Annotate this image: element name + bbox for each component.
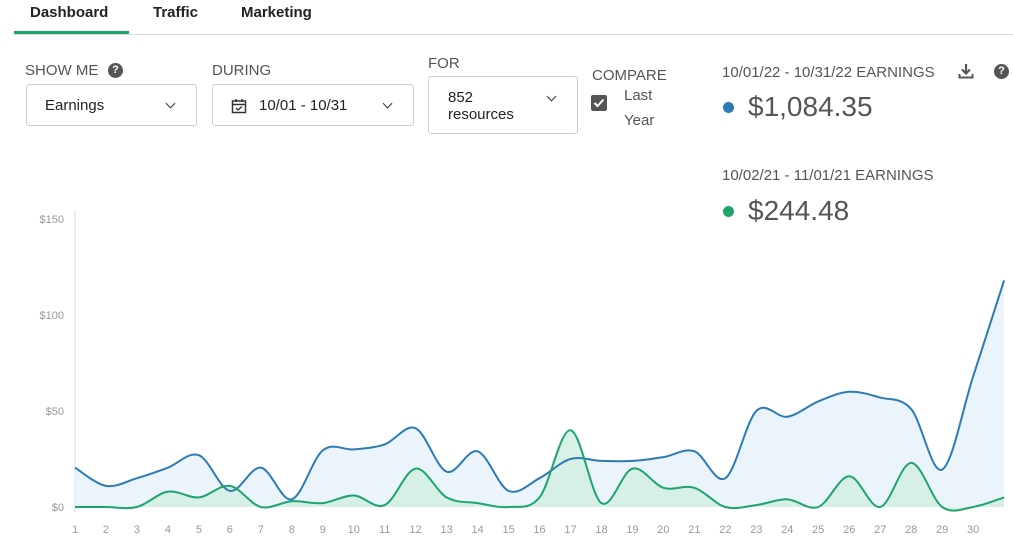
x-tick-label: 17: [564, 524, 576, 536]
x-tick-label: 29: [936, 524, 948, 536]
x-tick-label: 28: [905, 524, 917, 536]
y-tick-label: $150: [40, 214, 64, 226]
line: [74, 280, 1006, 501]
summary-label: 10/01/22 - 10/31/22 EARNINGS: [722, 64, 935, 81]
x-tick-label: 13: [441, 524, 453, 536]
select-value: 852 resources: [448, 89, 514, 123]
active-tab-underline: [14, 31, 129, 34]
y-tick-label: $50: [46, 406, 64, 418]
x-tick-label: 22: [719, 524, 731, 536]
line: [74, 429, 1005, 512]
x-tick-label: 10: [348, 524, 360, 536]
x-tick-label: 2: [103, 524, 109, 536]
x-tick-label: 23: [750, 524, 762, 536]
x-tick-label: 26: [843, 524, 855, 536]
show-me-label: SHOW ME: [25, 62, 99, 79]
x-tick-label: 19: [626, 524, 638, 536]
summary-total: $244.48: [748, 195, 850, 226]
x-tick-label: 18: [595, 524, 607, 536]
x-tick-label: 30: [967, 524, 979, 536]
for-select[interactable]: 852 resources: [428, 76, 578, 134]
area: [75, 430, 1005, 511]
x-tick-label: 11: [379, 524, 390, 536]
x-tick-label: 7: [258, 524, 264, 536]
compare-value: Last Year: [624, 87, 655, 129]
x-tick-label: 6: [227, 524, 233, 536]
tab[interactable]: Marketing: [241, 4, 312, 21]
x-tick-label: 14: [471, 524, 483, 536]
x-tick-label: 9: [320, 524, 326, 536]
summary-label: 10/02/21 - 11/01/21 EARNINGS: [722, 167, 934, 184]
x-tick-label: 16: [533, 524, 545, 536]
show-me-select[interactable]: Earnings: [26, 84, 197, 126]
tab[interactable]: Dashboard: [30, 4, 109, 21]
select-value: 10/01 - 10/31: [259, 97, 348, 114]
x-tick-label: 27: [874, 524, 886, 536]
x-tick-label: 24: [781, 524, 793, 536]
tab-divider: [14, 34, 1013, 35]
x-tick-label: 15: [502, 524, 514, 536]
x-tick-label: 12: [410, 524, 422, 536]
calendar-icon: [231, 99, 247, 114]
x-tick-label: 8: [289, 524, 295, 536]
during-label: DURING: [212, 62, 272, 79]
summary-total: $1,084.35: [748, 91, 873, 122]
y-tick-label: $0: [52, 502, 64, 514]
x-tick-label: 4: [165, 524, 171, 536]
tab[interactable]: Traffic: [153, 4, 199, 21]
check-mark: [593, 98, 605, 108]
x-tick-label: 21: [688, 524, 700, 536]
compare-checkbox[interactable]: [591, 95, 607, 111]
help-icon[interactable]: ?: [108, 63, 123, 78]
x-tick-label: 20: [657, 524, 669, 536]
x-tick-label: 3: [134, 524, 140, 536]
x-tick-label: 1: [72, 524, 78, 536]
area: [75, 280, 1005, 507]
legend-dot: [723, 206, 734, 217]
y-tick-label: $100: [40, 310, 64, 322]
x-tick-label: 25: [812, 524, 824, 536]
for-label: FOR: [428, 55, 460, 72]
help-icon[interactable]: ?: [994, 64, 1009, 79]
download-icon[interactable]: [958, 63, 974, 79]
x-tick-label: 5: [196, 524, 202, 536]
legend-dot: [723, 102, 734, 113]
select-value: Earnings: [45, 97, 105, 114]
compare-label: COMPARE: [592, 67, 667, 84]
during-select[interactable]: 10/01 - 10/31: [212, 84, 414, 126]
